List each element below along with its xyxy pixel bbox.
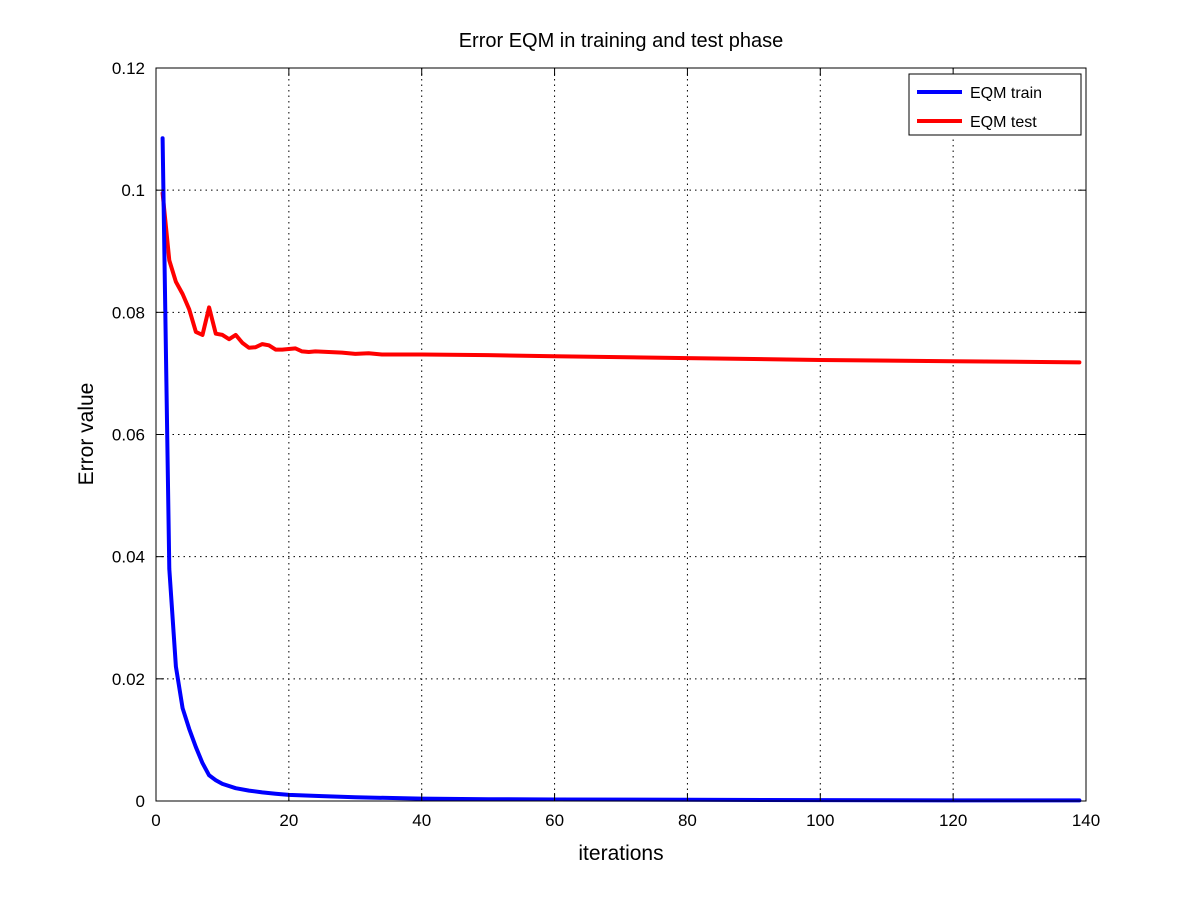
legend-label-test: EQM test [970,114,1037,131]
x-axis-title: iterations [578,842,663,865]
axis-ticks: 0 20 40 60 80 100 120 140 0 0.02 0.04 0.06 0.08 0.1 0.… [112,59,1100,830]
x-tick-label: 40 [412,811,431,830]
plot-area [156,68,1086,801]
y-axis-title: Error value [75,383,98,486]
x-tick-label: 60 [545,811,564,830]
y-tick-label: 0.1 [121,181,145,200]
y-tick-label: 0.04 [112,548,145,567]
legend: EQM train EQM test [908,73,1082,136]
y-tick-label: 0.02 [112,670,145,689]
series-layer [160,136,1082,803]
x-tick-label: 100 [806,811,834,830]
series-line-test [160,191,1082,365]
x-tick-label: 80 [678,811,697,830]
legend-label-train: EQM train [970,85,1042,102]
y-tick-label: 0 [136,792,145,811]
x-tick-label: 120 [939,811,967,830]
legend-box [908,73,1082,136]
series-line-train [160,136,1082,803]
x-tick-label: 20 [279,811,298,830]
y-tick-label: 0.06 [112,426,145,445]
grid-lines [156,68,1086,801]
y-tick-label: 0.08 [112,303,145,322]
x-tick-label: 140 [1072,811,1100,830]
y-tick-label: 0.12 [112,59,145,78]
x-tick-label: 0 [151,811,160,830]
chart-title: Error EQM in training and test phase [459,30,784,52]
